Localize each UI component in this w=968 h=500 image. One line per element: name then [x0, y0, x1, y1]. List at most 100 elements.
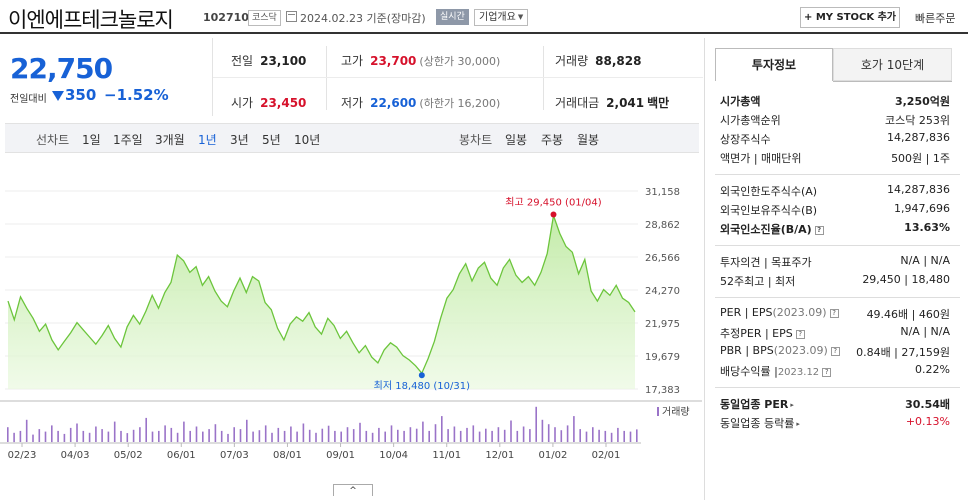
tab-investment-info[interactable]: 투자정보	[715, 48, 833, 81]
volume-bar	[447, 429, 449, 442]
tab-1d[interactable]: 1일	[82, 133, 101, 147]
volume-bar	[535, 406, 537, 442]
volume-bar	[63, 433, 66, 442]
volume-bar	[365, 430, 368, 442]
min-annotation: 최저 18,480 (10/31)	[374, 380, 470, 392]
stat-label: 시가	[231, 96, 254, 110]
change-amount: 350	[65, 86, 97, 104]
help-icon[interactable]: ?	[822, 367, 832, 377]
divider	[715, 245, 960, 246]
quick-order-link[interactable]: 빠른주문	[915, 12, 956, 25]
tab-10y[interactable]: 10년	[294, 133, 321, 147]
row-label-wrap[interactable]: 동일업종 PER ▸	[720, 396, 794, 412]
tab-order-book[interactable]: 호가 10단계	[833, 48, 952, 81]
volume-bar	[510, 420, 512, 442]
row-label: 동일업종 등락률	[720, 417, 795, 430]
tab-1w[interactable]: 1주일	[113, 133, 143, 147]
candle-chart-label: 봉차트	[459, 133, 493, 147]
volume-bar	[57, 430, 59, 442]
row-52w: 52주최고 | 최저 29,450 | 18,480	[720, 273, 950, 291]
row-label-wrap[interactable]: 동일업종 등락률 ▸	[720, 415, 800, 431]
divider	[715, 297, 960, 298]
help-icon[interactable]: ?	[830, 346, 840, 356]
y-tick-label: 17,383	[645, 385, 680, 396]
volume-bar	[283, 430, 286, 442]
stat-unit: 백만	[647, 96, 670, 110]
tab-3y[interactable]: 3년	[230, 133, 249, 147]
row-label: 액면가 | 매매단위	[720, 152, 802, 165]
company-info-label: 기업개요	[479, 12, 516, 23]
change-percent: −1.52%	[104, 86, 169, 104]
volume-bar	[459, 430, 462, 442]
volume-bar	[617, 427, 619, 442]
row-value: 0.22%	[915, 363, 950, 376]
my-stock-add-button[interactable]: + MY STOCK 추가	[800, 7, 900, 28]
volume-bar	[69, 427, 72, 442]
volume-bar	[409, 427, 412, 442]
x-tick-label: 01/02	[538, 450, 567, 461]
row-est-per: 추정PER | EPS? N/A | N/A	[720, 325, 950, 343]
help-icon[interactable]: ?	[795, 329, 805, 339]
tab-3m[interactable]: 3개월	[155, 133, 185, 147]
row-label: 추정PER | EPS	[720, 327, 793, 340]
down-arrow-icon	[52, 91, 64, 101]
volume-bar	[82, 430, 85, 442]
realtime-button[interactable]: 실시간	[436, 9, 469, 25]
header: 이엔에프테크놀로지 102710 코스닥 2024.02.23 기준(장마감) …	[0, 0, 968, 34]
chevron-down-icon: ▼	[517, 13, 524, 21]
row-label: 외국인소진율(B/A)	[720, 223, 812, 236]
stat-label: 저가	[341, 96, 364, 110]
volume-bar	[271, 432, 273, 443]
stat-label: 거래대금	[555, 96, 600, 110]
help-icon[interactable]: ?	[814, 225, 824, 235]
row-foreign-holding: 외국인보유주식수(B) 1,947,696	[720, 202, 950, 220]
volume-bar	[592, 427, 594, 442]
volume-bar	[19, 430, 22, 442]
volume-bar	[390, 425, 393, 443]
tab-weekly[interactable]: 주봉	[541, 133, 564, 147]
tab-5y[interactable]: 5년	[262, 133, 281, 147]
company-info-dropdown[interactable]: 기업개요 ▼	[474, 9, 529, 26]
tab-1y[interactable]: 1년	[198, 133, 217, 147]
volume-bar	[139, 427, 141, 442]
x-tick-label: 11/01	[432, 450, 461, 461]
x-tick-label: 08/01	[273, 450, 302, 461]
row-label: PBR | BPS	[720, 344, 774, 357]
row-label: 상장주식수	[720, 133, 771, 146]
row-label: PER | EPS	[720, 306, 773, 319]
row-sub: (2023.09)	[773, 344, 828, 357]
row-label: 외국인보유주식수(B)	[720, 204, 818, 217]
price-chart[interactable]: 31,158 28,862 26,566 24,270 21,975 19,679 17,3…	[0, 155, 702, 500]
volume-bar	[441, 416, 443, 442]
row-listed-shares: 상장주식수 14,287,836	[720, 131, 950, 149]
y-tick-label: 21,975	[645, 319, 680, 330]
y-tick-label: 28,862	[645, 220, 680, 231]
volume-bar	[32, 434, 34, 442]
stat-label: 전일	[231, 54, 254, 68]
period-tabs: 선차트 1일 1주일 3개월 1년 3년 5년 10년 봉차트 일봉 주봉 월봉	[5, 123, 699, 153]
divider	[715, 387, 960, 388]
row-value: 코스닥 253위	[885, 114, 950, 127]
volume-bar	[327, 425, 330, 442]
volume-bar	[415, 428, 418, 442]
stock-code: 102710	[203, 11, 249, 24]
tab-daily[interactable]: 일봉	[505, 133, 528, 147]
x-tick-label: 12/01	[485, 450, 514, 461]
x-tick-label: 06/01	[167, 450, 196, 461]
chart-collapse-toggle[interactable]: ^	[333, 484, 373, 496]
help-icon[interactable]: ?	[829, 308, 839, 318]
volume-bar	[189, 430, 191, 442]
volume-bar	[384, 431, 386, 442]
x-tick-label: 02/23	[8, 450, 37, 461]
row-value: 1,947,696	[894, 202, 950, 215]
company-name[interactable]: 이엔에프테크놀로지	[8, 8, 174, 32]
x-tick-label: 10/04	[379, 450, 408, 461]
row-value: 49.46배 | 460원	[866, 308, 950, 321]
tab-monthly[interactable]: 월봉	[577, 133, 600, 147]
volume-bar	[132, 429, 135, 442]
stats-grid: 전일 23,100 고가 23,700 (상한가 30,000) 거래량 88,828 …	[212, 38, 703, 116]
volume-bar	[359, 422, 361, 442]
volume-bar	[541, 419, 544, 442]
volume-bar	[158, 430, 160, 442]
row-per-eps: PER | EPS(2023.09)? 49.46배 | 460원	[720, 306, 950, 324]
